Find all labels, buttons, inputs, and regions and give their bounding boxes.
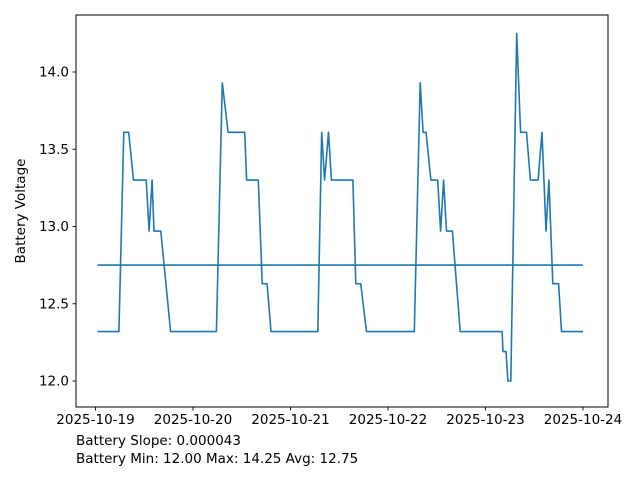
plot-area xyxy=(75,14,609,408)
series-group xyxy=(97,32,583,382)
y-axis-label: Battery Voltage xyxy=(13,159,29,264)
x-tick-label: 2025-10-22 xyxy=(349,412,427,428)
footer-stats-slope: Battery Slope: 0.000043 xyxy=(76,433,241,449)
x-tick-label: 2025-10-21 xyxy=(251,412,329,428)
y-tick-label: 13.0 xyxy=(39,219,69,235)
x-tick-label: 2025-10-24 xyxy=(544,412,622,428)
x-tick-label: 2025-10-19 xyxy=(56,412,134,428)
y-axis: 12.0 12.5 13.0 13.5 14.0 xyxy=(39,65,76,390)
footer-stats-minmaxavg: Battery Min: 12.00 Max: 14.25 Avg: 12.75 xyxy=(76,451,358,467)
x-tick-label: 2025-10-20 xyxy=(154,412,232,428)
y-tick-label: 12.0 xyxy=(39,374,69,390)
x-axis: 2025-10-19 2025-10-20 2025-10-21 2025-10-22… xyxy=(56,407,622,428)
y-tick-label: 13.5 xyxy=(39,142,69,158)
y-tick-label: 14.0 xyxy=(39,65,69,81)
x-tick-label: 2025-10-23 xyxy=(446,412,524,428)
data-line-battery-voltage xyxy=(97,32,583,382)
y-tick-label: 12.5 xyxy=(39,296,69,312)
